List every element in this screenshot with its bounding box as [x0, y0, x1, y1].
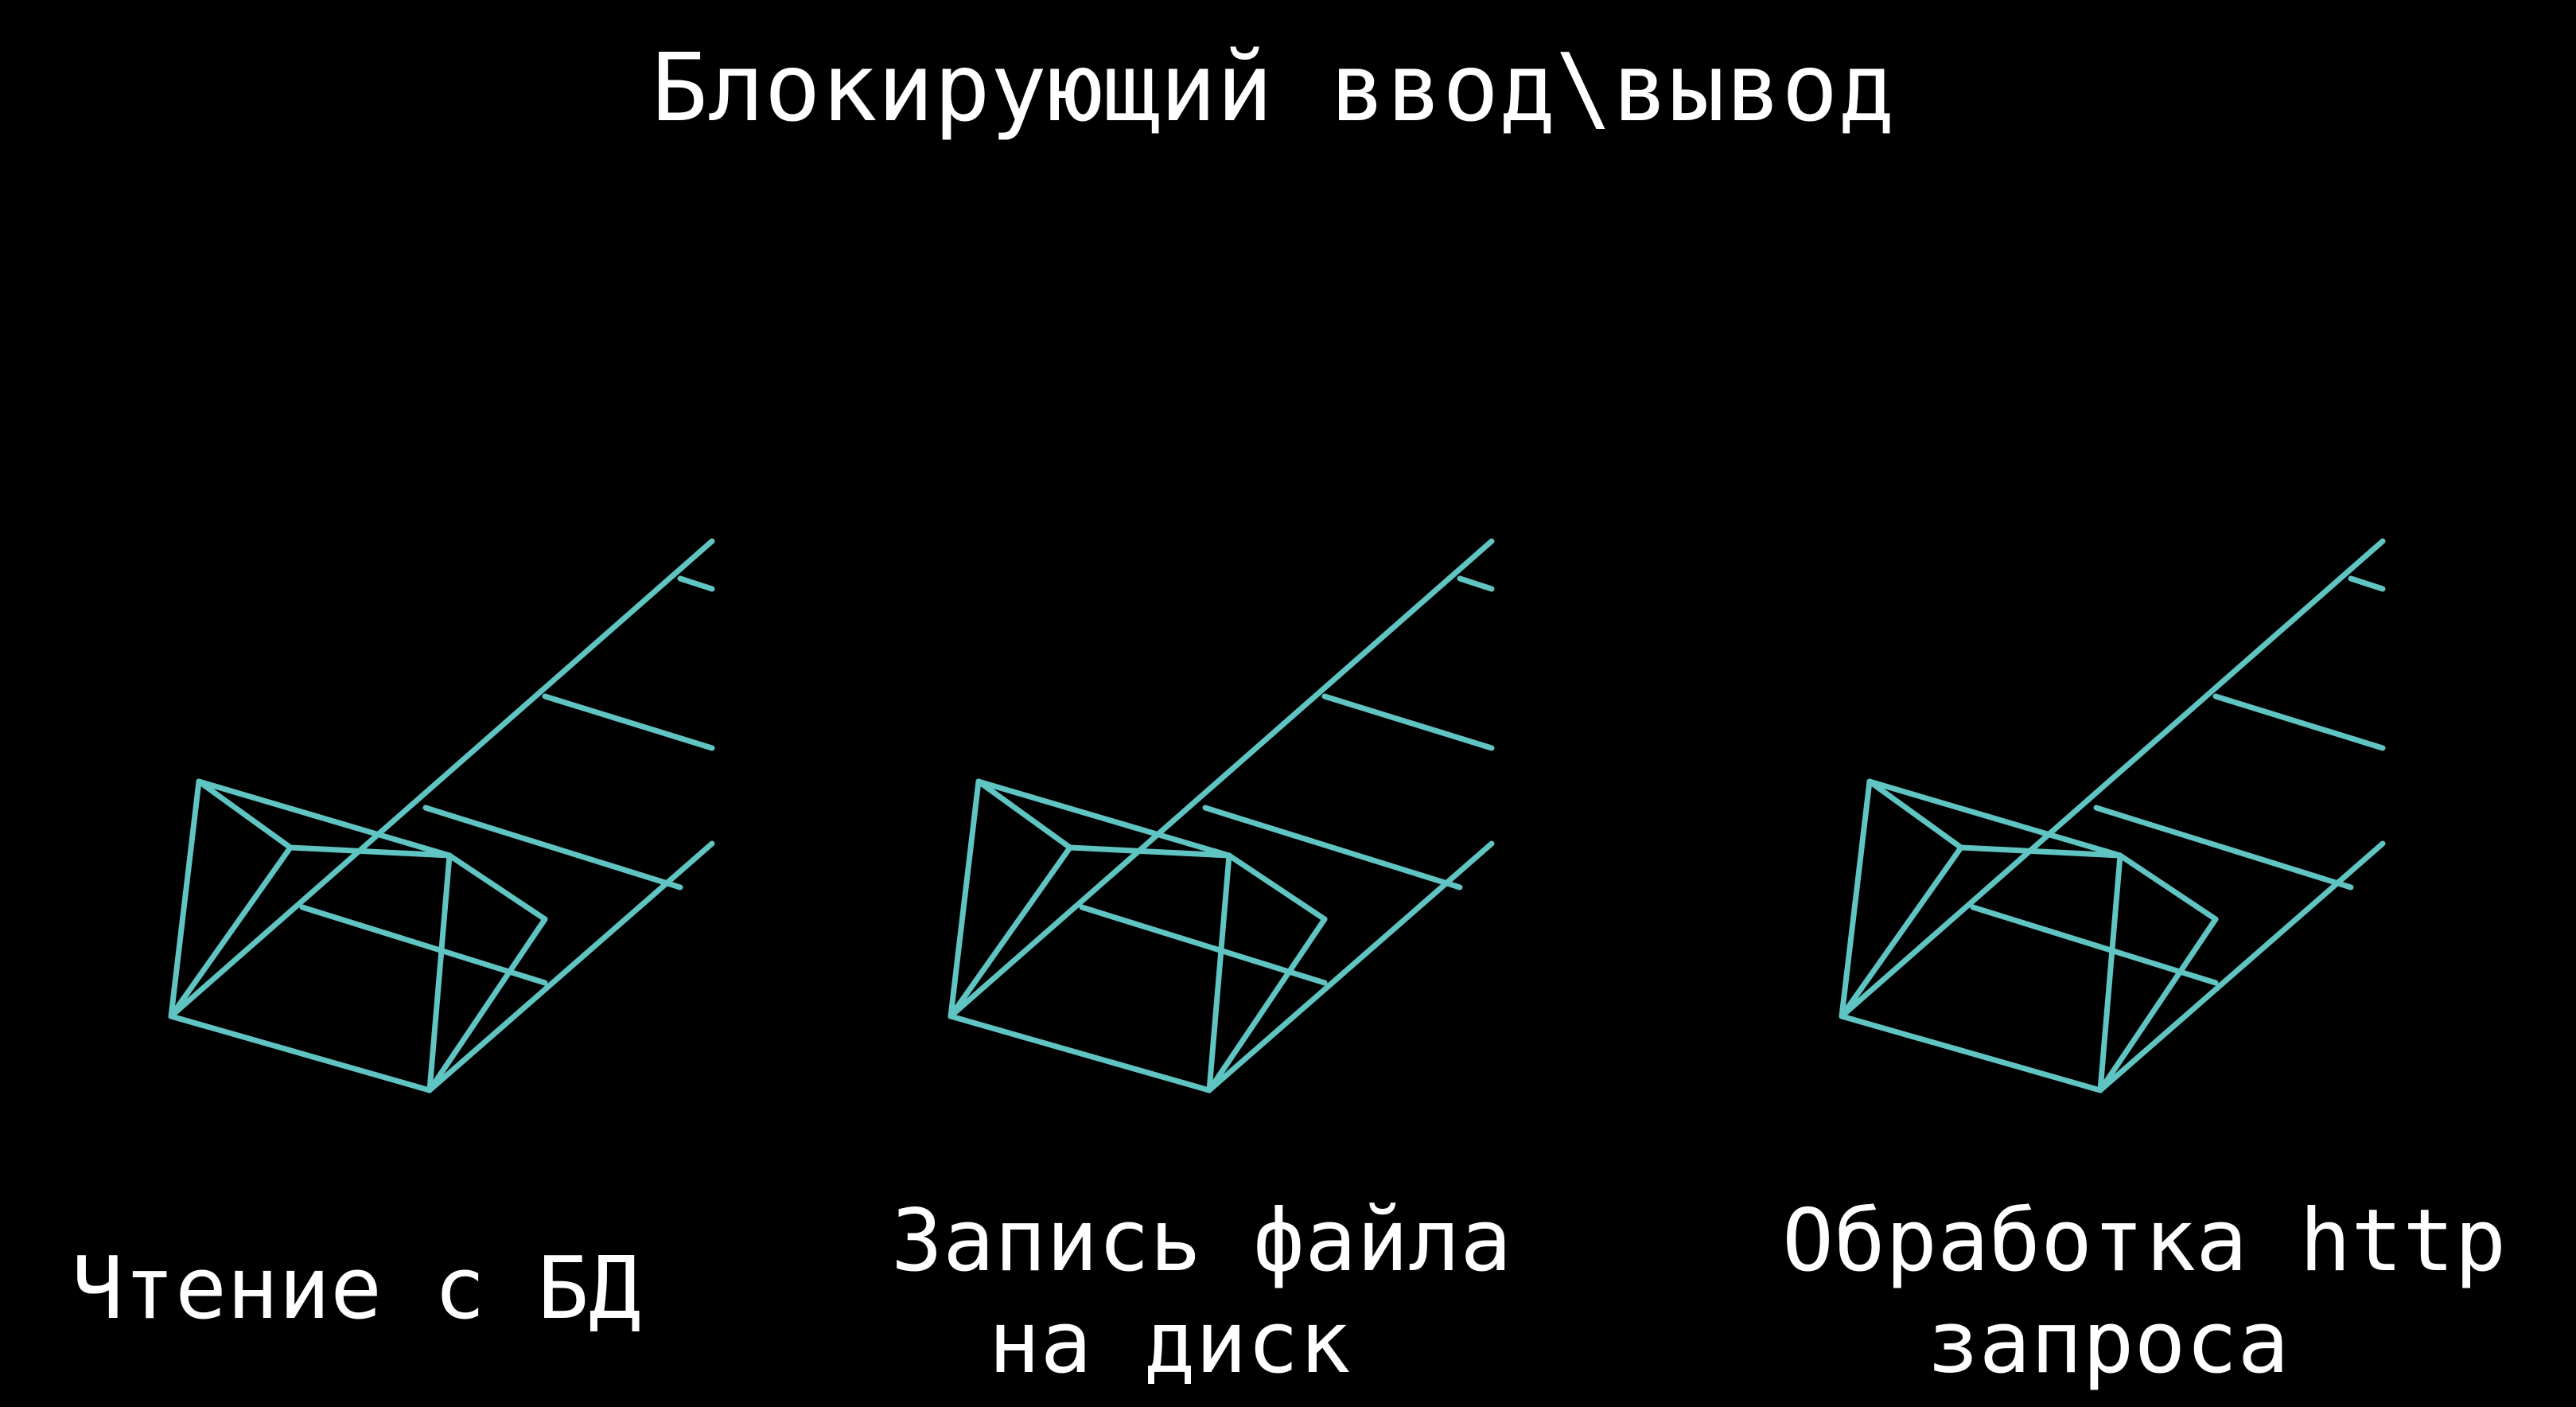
caption-line: на диск — [988, 1293, 1351, 1393]
slide-title: Блокирующий ввод\вывод — [651, 33, 1895, 142]
caption-line: запроса — [1927, 1293, 2290, 1393]
panel-db-read: Чтение с БД — [72, 538, 716, 1407]
wireframe-pyramid-track-icon — [948, 538, 1495, 1093]
caption-line: Чтение с БД — [72, 1239, 641, 1339]
caption-http-request: Обработка http запроса — [1782, 1191, 2507, 1394]
caption-file-write: Запись файла на диск — [891, 1191, 1512, 1394]
caption-line: Запись файла — [891, 1191, 1512, 1291]
caption-db-read: Чтение с БД — [72, 1238, 641, 1340]
panel-file-write: Запись файла на диск — [891, 538, 1512, 1407]
caption-line: Обработка http — [1782, 1191, 2507, 1291]
wireframe-pyramid-track-icon — [1839, 538, 2386, 1093]
panel-http-request: Обработка http запроса — [1782, 538, 2506, 1407]
wireframe-pyramid-track-icon — [168, 538, 715, 1093]
